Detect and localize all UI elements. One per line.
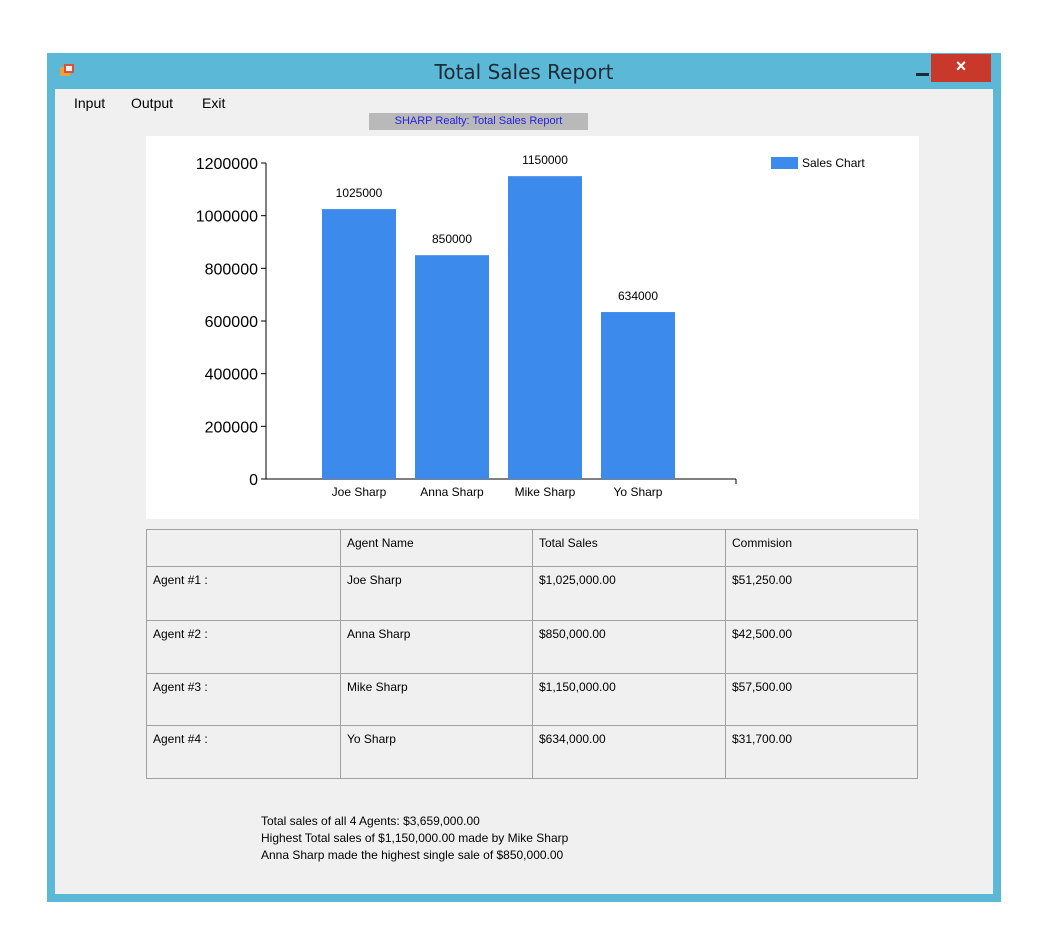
close-glyph: × — [955, 56, 967, 76]
row-2-sales: $850,000.00 — [539, 627, 606, 641]
x-tick-label: Anna Sharp — [420, 485, 484, 499]
bar — [601, 312, 675, 479]
client-area: Input Output Exit SHARP Realty: Total Sa… — [55, 89, 993, 894]
sales-table: Agent Name Total Sales Commision Agent #… — [146, 529, 918, 779]
y-tick-label: 800000 — [205, 261, 258, 278]
bar — [508, 176, 582, 479]
legend-swatch — [771, 157, 798, 169]
header-agent-name: Agent Name — [347, 536, 414, 550]
y-tick-label: 600000 — [205, 314, 258, 331]
row-1-label: Agent #1 : — [153, 573, 208, 587]
x-tick-label: Mike Sharp — [515, 485, 576, 499]
summary-total: Total sales of all 4 Agents: $3,659,000.… — [261, 814, 480, 828]
x-tick-label: Joe Sharp — [332, 485, 387, 499]
row-4-sales: $634,000.00 — [539, 732, 606, 746]
row-3-label: Agent #3 : — [153, 680, 208, 694]
menu-bar: Input Output Exit — [55, 89, 993, 111]
header-commission: Commision — [732, 536, 793, 550]
x-tick-label: Yo Sharp — [614, 485, 663, 499]
menu-input[interactable]: Input — [74, 95, 106, 111]
bar — [415, 255, 489, 479]
y-tick-label: 400000 — [205, 367, 258, 384]
summary-highest-single: Anna Sharp made the highest single sale … — [261, 848, 564, 862]
menu-exit[interactable]: Exit — [202, 95, 226, 111]
menu-output[interactable]: Output — [131, 95, 174, 111]
row-2-commission: $42,500.00 — [732, 627, 793, 641]
row-1-agent: Joe Sharp — [347, 573, 402, 587]
header-total-sales: Total Sales — [539, 536, 598, 550]
data-label: 1150000 — [522, 153, 568, 167]
row-2-agent: Anna Sharp — [347, 627, 411, 641]
app-icon — [60, 64, 74, 76]
chart-title: SHARP Realty: Total Sales Report — [369, 113, 588, 130]
title-bar[interactable]: Total Sales Report × — [47, 53, 1001, 89]
sales-chart: 0 200000 400000 600000 800000 1000000 1200000 1… — [146, 136, 919, 519]
row-2-label: Agent #2 : — [153, 627, 208, 641]
y-tick-label: 1000000 — [196, 209, 258, 226]
y-tick-label: 1200000 — [196, 156, 258, 173]
bar — [322, 209, 396, 479]
row-3-commission: $57,500.00 — [732, 680, 793, 694]
close-icon[interactable]: × — [931, 54, 991, 82]
row-3-sales: $1,150,000.00 — [539, 680, 616, 694]
chart-svg: 0 200000 400000 600000 800000 1000000 1200000 1… — [196, 153, 866, 499]
data-label: 850000 — [432, 232, 472, 246]
row-4-commission: $31,700.00 — [732, 732, 793, 746]
summary-block: Total sales of all 4 Agents: $3,659,000.… — [261, 813, 568, 864]
window-title: Total Sales Report — [434, 60, 614, 84]
row-3-agent: Mike Sharp — [347, 680, 408, 694]
row-1-sales: $1,025,000.00 — [539, 573, 616, 587]
y-tick-label: 0 — [249, 472, 258, 489]
legend-label: Sales Chart — [802, 156, 865, 170]
row-1-commission: $51,250.00 — [732, 573, 793, 587]
data-label: 634000 — [618, 289, 658, 303]
row-4-agent: Yo Sharp — [347, 732, 396, 746]
minimize-icon[interactable] — [910, 59, 936, 81]
data-label: 1025000 — [336, 186, 383, 200]
summary-highest-total: Highest Total sales of $1,150,000.00 mad… — [261, 831, 569, 845]
app-window: Total Sales Report × Input Output Exit S… — [47, 53, 1001, 902]
row-4-label: Agent #4 : — [153, 732, 208, 746]
y-tick-label: 200000 — [205, 419, 258, 436]
header-cell — [147, 530, 340, 566]
